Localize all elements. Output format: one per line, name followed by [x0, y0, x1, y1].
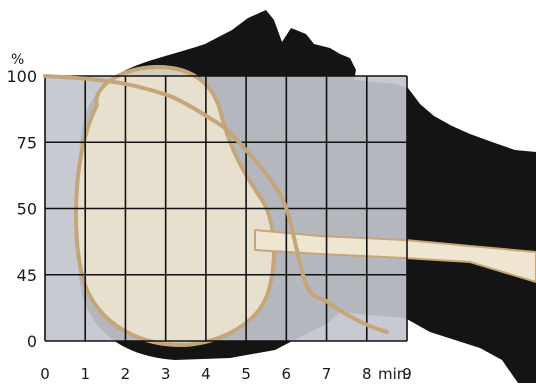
y-tick-label: 0 — [27, 332, 37, 351]
series-point — [325, 299, 329, 303]
y-axis-ticks: 100 75 50 45 0 — [6, 67, 37, 351]
x-tick-label: 5 — [241, 365, 251, 383]
x-tick-label: 0 — [40, 365, 50, 383]
y-axis-label: % — [11, 52, 24, 68]
series-point — [204, 114, 208, 118]
x-tick-label: 7 — [322, 365, 332, 383]
x-tick-label: 4 — [201, 365, 211, 383]
series-point — [264, 172, 268, 176]
series-point — [83, 77, 87, 81]
series-point — [244, 148, 248, 152]
x-axis-unit-label: min. — [378, 365, 411, 383]
y-tick-label: 45 — [17, 266, 37, 285]
series-point — [365, 323, 369, 327]
series-point — [345, 313, 349, 317]
y-tick-label: 100 — [6, 67, 37, 86]
series-point — [385, 330, 389, 334]
series-point — [164, 93, 168, 97]
series-point — [284, 207, 288, 211]
series-point — [123, 82, 127, 86]
x-tick-label: 3 — [161, 365, 171, 383]
x-tick-label: 2 — [121, 365, 131, 383]
x-tick-label: 8 — [362, 365, 372, 383]
x-tick-label: 6 — [282, 365, 292, 383]
series-point — [224, 127, 228, 131]
y-tick-label: 50 — [17, 200, 37, 219]
series-point — [304, 283, 308, 287]
series-point — [184, 102, 188, 106]
y-tick-label: 75 — [17, 133, 37, 152]
series-point — [43, 74, 47, 78]
x-tick-label: 1 — [80, 365, 90, 383]
